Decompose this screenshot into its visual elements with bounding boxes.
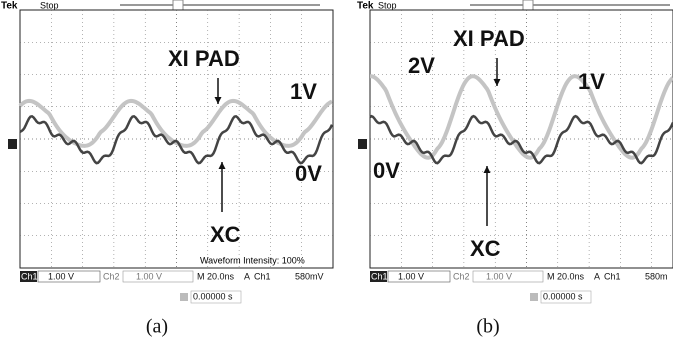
ch1-label: Ch1: [21, 271, 38, 281]
trigger-level: 580m: [645, 271, 668, 281]
ground-marker: [358, 139, 367, 149]
run-status: Stop: [40, 0, 59, 10]
ground-marker: [8, 139, 17, 149]
annotation: XI PAD: [453, 26, 525, 51]
trigger-mode: A: [244, 271, 250, 281]
trigger-source: Ch1: [604, 271, 621, 281]
timebase: M 20.0ns: [547, 271, 585, 281]
ch1-label: Ch1: [371, 271, 388, 281]
trigger-level: 580mV: [295, 271, 324, 281]
ch1-scale: 1.00 V: [48, 271, 74, 281]
trigger-icon: [180, 293, 188, 301]
trigger-time: 0.00000 s: [543, 291, 583, 301]
annotation: XC: [210, 222, 241, 247]
ch2-label: Ch2: [453, 271, 470, 281]
caption: (a): [146, 316, 168, 338]
ch2-scale: 1.00 V: [136, 271, 162, 281]
caption: (b): [476, 316, 499, 338]
annotation: 0V: [295, 161, 322, 186]
scope-panel: Tek Stop XI PAD 1V 0V XC Waveform Intensity: 1…: [1, 0, 333, 338]
trigger-icon: [530, 293, 538, 301]
annotation: XC: [470, 236, 501, 261]
ch1-scale: 1.00 V: [398, 271, 424, 281]
annotation: XI PAD: [168, 46, 240, 71]
trigger-source: Ch1: [254, 271, 271, 281]
brand: Tek: [1, 1, 18, 12]
annotation: 1V: [290, 79, 317, 104]
ch2-label: Ch2: [103, 271, 120, 281]
trigger-time: 0.00000 s: [193, 291, 233, 301]
trigger-mode: A: [594, 271, 600, 281]
run-status: Stop: [378, 0, 397, 10]
ch2-scale: 1.00 V: [486, 271, 512, 281]
timebase: M 20.0ns: [197, 271, 235, 281]
annotation: 0V: [373, 158, 400, 183]
figure: Tek Stop XI PAD 1V 0V XC Waveform Intensity: 1…: [0, 0, 673, 343]
intensity-readout: Waveform Intensity: 100%: [200, 255, 305, 265]
annotation: 1V: [578, 69, 605, 94]
annotation: 2V: [408, 53, 435, 78]
